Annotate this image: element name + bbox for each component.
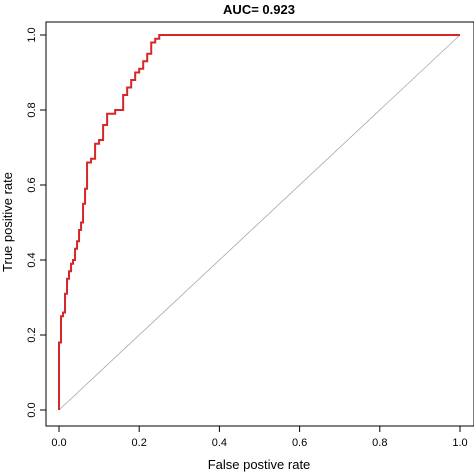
x-tick-label: 0.2 <box>132 437 147 449</box>
x-tick-label: 0.6 <box>292 437 307 449</box>
x-tick-label: 0.8 <box>372 437 387 449</box>
y-tick-label: 0.8 <box>26 102 38 117</box>
roc-curve-line <box>58 34 460 410</box>
y-axis: 0.0 0.2 0.4 0.6 0.8 1.0 <box>26 27 46 418</box>
y-tick-label: 0.0 <box>26 402 38 417</box>
x-tick-label: 1.0 <box>452 437 467 449</box>
y-tick-label: 0.4 <box>26 252 38 267</box>
chart-title: AUC= 0.923 <box>223 2 295 17</box>
y-tick-label: 0.6 <box>26 177 38 192</box>
x-axis: 0.0 0.2 0.4 0.6 0.8 1.0 <box>51 426 468 449</box>
x-tick-label: 0.4 <box>212 437 227 449</box>
y-tick-label: 1.0 <box>26 27 38 42</box>
plot-frame <box>45 21 474 427</box>
x-axis-label: False postive rate <box>208 457 311 472</box>
series-layer <box>58 34 461 411</box>
x-tick-label: 0.0 <box>51 437 66 449</box>
chance-diagonal-line <box>58 34 461 411</box>
y-axis-label: True positive rate <box>0 172 15 272</box>
y-tick-label: 0.2 <box>26 327 38 342</box>
